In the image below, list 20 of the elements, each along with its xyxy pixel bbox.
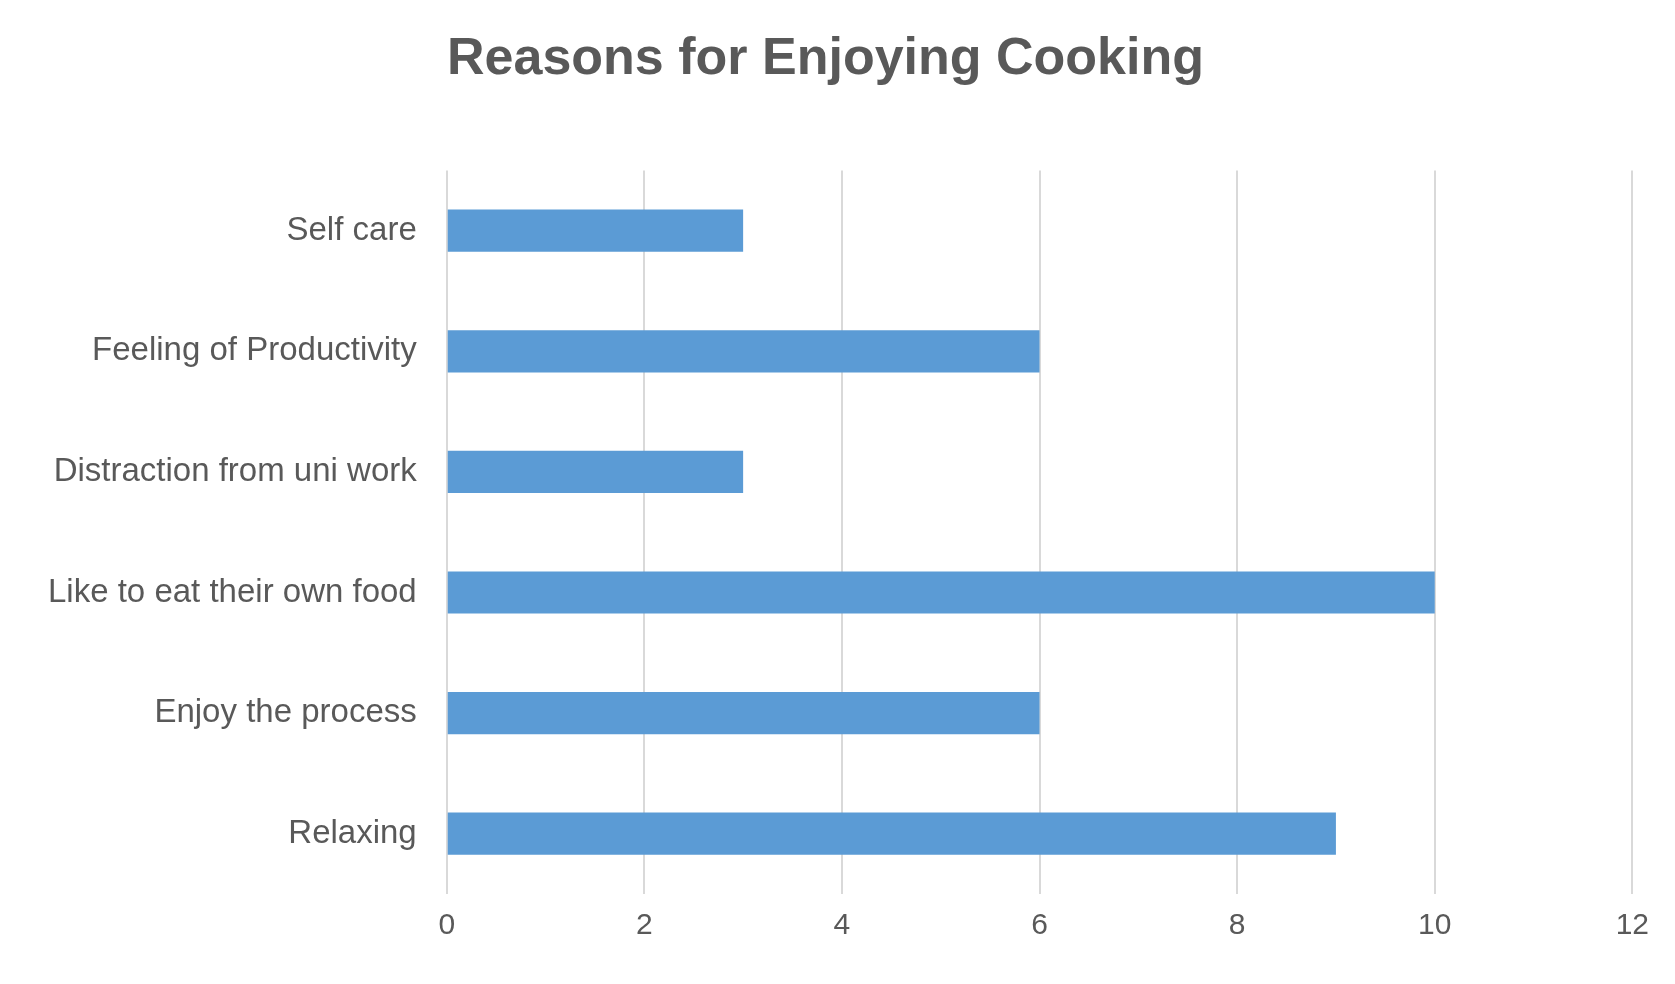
x-tick-label: 4: [833, 907, 851, 941]
bar: [447, 450, 744, 494]
bar: [447, 330, 1040, 373]
y-tick-label: Feeling of Productivity: [92, 330, 418, 368]
y-tick-label: Self care: [286, 209, 417, 247]
x-tick-label: 8: [1228, 907, 1246, 941]
bar: [447, 571, 1435, 614]
bar: [447, 209, 744, 252]
x-tick-label: 10: [1418, 907, 1452, 941]
x-tick-label: 6: [1031, 907, 1048, 941]
x-tick-label: 12: [1615, 907, 1649, 941]
y-tick-label: Enjoy the process: [154, 692, 417, 730]
x-tick-label: 2: [635, 907, 653, 941]
y-tick-label: Like to eat their own food: [47, 571, 417, 609]
y-tick-label: Distraction from uni work: [53, 450, 418, 488]
chart-title: Reasons for Enjoying Cooking: [447, 26, 1204, 85]
y-tick-label: Relaxing: [288, 812, 417, 850]
bar: [447, 692, 1040, 735]
bar: [447, 812, 1336, 855]
x-tick-label: 0: [438, 907, 456, 941]
